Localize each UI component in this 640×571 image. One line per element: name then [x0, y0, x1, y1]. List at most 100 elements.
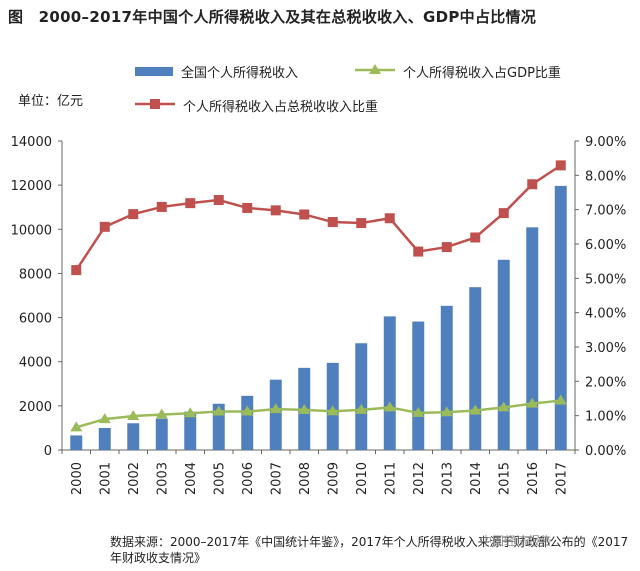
- tax-share-point: [71, 265, 82, 276]
- gdp-share-point: [184, 407, 197, 418]
- gdp-share-point: [127, 410, 140, 421]
- gdp-share-point: [326, 405, 339, 416]
- gdp-share-point: [241, 405, 254, 416]
- y-left-tick-label: 4000: [19, 356, 52, 371]
- x-tick-label: 2003: [155, 462, 170, 495]
- legend-label-gdp: 个人所得税收入占GDP比重: [403, 66, 561, 81]
- tax-share-point: [299, 209, 310, 220]
- x-tick-label: 2014: [469, 462, 484, 495]
- x-tick-label: 2007: [269, 462, 284, 495]
- y-left-tick-label: 14000: [11, 135, 52, 150]
- unit-label: 单位：亿元: [18, 94, 84, 109]
- gdp-share-point: [469, 404, 482, 415]
- tax-share-point: [213, 195, 224, 206]
- x-tick-label: 2002: [127, 462, 142, 495]
- x-tick-label: 2011: [383, 462, 398, 495]
- gdp-share-point: [98, 413, 111, 424]
- bar: [127, 423, 140, 450]
- bar: [212, 403, 225, 450]
- legend-swatch-bar: [135, 67, 173, 76]
- gdp-share-point: [155, 408, 168, 419]
- tax-share-point: [441, 242, 452, 253]
- x-tick-label: 2010: [355, 462, 370, 495]
- tax-share-point: [555, 160, 566, 171]
- x-tick-label: 2001: [98, 462, 113, 495]
- bar: [412, 321, 425, 450]
- tax-share-point: [470, 232, 481, 243]
- tax-share-line: [75, 164, 562, 271]
- y-right-tick-label: 2.00%: [585, 375, 626, 390]
- tax-share-point: [327, 217, 338, 228]
- tax-share-point: [384, 213, 395, 224]
- tax-share-point: [356, 218, 367, 229]
- y-right-tick-label: 8.00%: [585, 169, 626, 184]
- chart-title: 图 2000–2017年中国个人所得税收入及其在总税收收入、GDP中占比情况: [8, 8, 537, 26]
- bar: [98, 428, 111, 450]
- bar: [70, 435, 83, 450]
- y-left-tick-label: 6000: [19, 312, 52, 327]
- tax-share-point: [156, 201, 167, 212]
- x-tick-label: 2016: [526, 462, 541, 495]
- legend-swatch-gdp: [355, 64, 395, 74]
- y-right-tick-label: 4.00%: [585, 307, 626, 322]
- x-tick-label: 2017: [554, 462, 569, 495]
- gdp-share-point: [440, 406, 453, 417]
- y-left-tick-label: 8000: [19, 267, 52, 282]
- tax-share-point: [242, 202, 253, 213]
- gdp-share-point: [554, 394, 567, 405]
- bar: [155, 418, 168, 450]
- bar: [241, 395, 254, 450]
- y-right-tick-label: 7.00%: [585, 204, 626, 219]
- gdp-share-point: [383, 401, 396, 412]
- tax-share-point: [498, 208, 509, 219]
- bar: [184, 411, 197, 450]
- y-left-tick-label: 0: [44, 444, 52, 459]
- gdp-share-point: [497, 401, 510, 412]
- gdp-share-point: [269, 403, 282, 414]
- bar: [469, 287, 482, 450]
- tax-share-point: [270, 205, 281, 216]
- x-tick-label: 2012: [412, 462, 427, 495]
- tax-share-point: [185, 198, 196, 209]
- x-tick-label: 2000: [70, 462, 85, 495]
- y-right-tick-label: 3.00%: [585, 341, 626, 356]
- x-tick-label: 2005: [212, 462, 227, 495]
- gdp-share-point: [412, 406, 425, 417]
- y-right-tick-label: 1.00%: [585, 410, 626, 425]
- gdp-share-point: [212, 405, 225, 416]
- y-right-tick-label: 9.00%: [585, 135, 626, 150]
- x-tick-label: 2009: [326, 462, 341, 495]
- watermark: 中国经济报告: [480, 534, 553, 548]
- legend-swatch-tax: [135, 99, 175, 109]
- gdp-share-line: [75, 399, 561, 429]
- bar: [554, 185, 567, 450]
- x-tick-label: 2013: [440, 462, 455, 495]
- tax-share-point: [99, 221, 110, 232]
- y-left-tick-label: 12000: [11, 179, 52, 194]
- gdp-share-point: [526, 397, 539, 408]
- y-left-tick-label: 10000: [11, 223, 52, 238]
- x-tick-label: 2004: [184, 462, 199, 495]
- gdp-share-point: [70, 421, 83, 432]
- source-note: 数据来源：2000–2017年《中国统计年鉴》，2017年个人所得税收入来源于财…: [110, 535, 629, 565]
- x-tick-label: 2008: [298, 462, 313, 495]
- gdp-share-point: [355, 403, 368, 414]
- bar: [269, 379, 282, 450]
- gdp-share-point: [298, 403, 311, 414]
- legend-label-tax: 个人所得税收入占总税收收入比重: [183, 100, 379, 115]
- bar: [526, 227, 539, 450]
- x-tick-label: 2015: [497, 462, 512, 495]
- y-left-tick-label: 2000: [19, 400, 52, 415]
- tax-share-point: [128, 209, 139, 220]
- bar: [497, 259, 510, 450]
- tax-share-point: [527, 179, 538, 190]
- y-right-tick-label: 0.00%: [585, 444, 626, 459]
- bar: [440, 305, 453, 450]
- y-right-tick-label: 5.00%: [585, 272, 626, 287]
- x-tick-label: 2006: [241, 462, 256, 495]
- bar: [383, 316, 396, 450]
- legend-label-bar: 全国个人所得税收入: [181, 66, 299, 81]
- bar: [355, 343, 368, 450]
- tax-share-point: [413, 246, 424, 257]
